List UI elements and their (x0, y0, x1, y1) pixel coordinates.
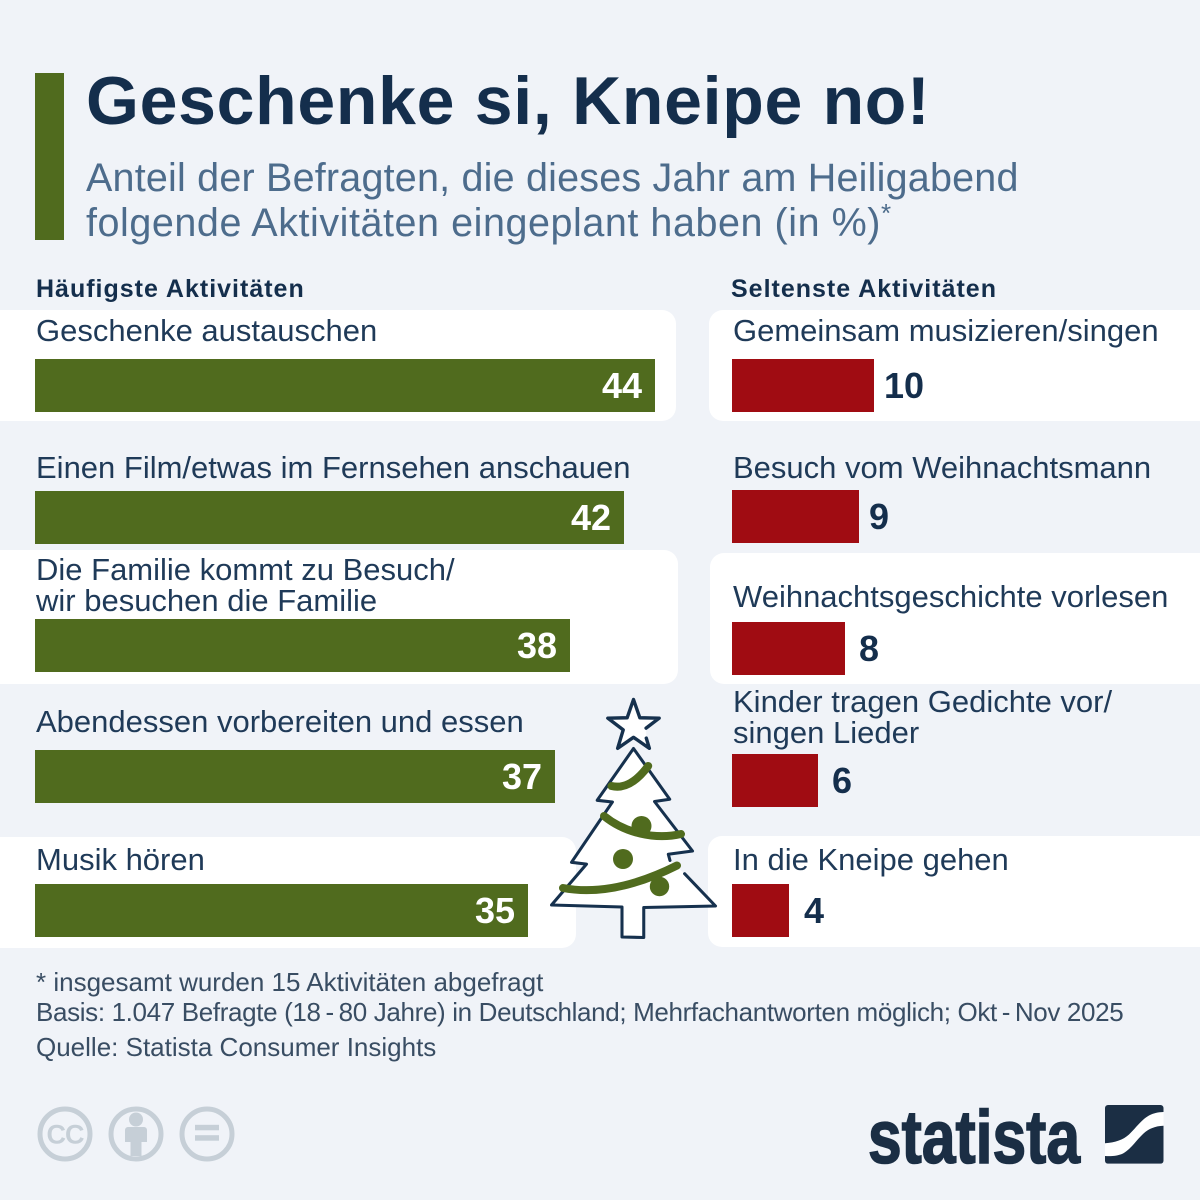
svg-text:CC: CC (47, 1120, 84, 1150)
svg-text:statista: statista (868, 1095, 1081, 1175)
